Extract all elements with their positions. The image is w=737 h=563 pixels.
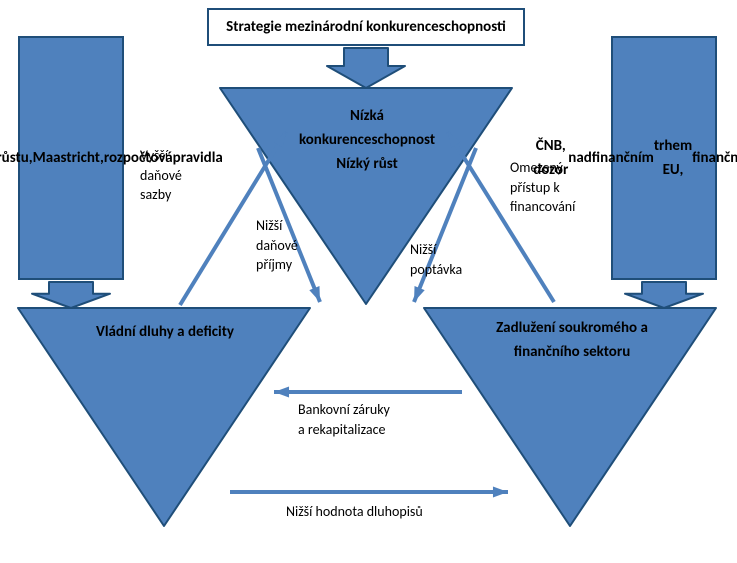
annotation-5: Nižší hodnota dluhopisů bbox=[286, 502, 486, 522]
annotation-1: Nižšídaňovépříjmy bbox=[256, 216, 326, 275]
right-policy-box: ČNB, dozornadfinančnímtrhem EU,finančnír… bbox=[611, 36, 717, 280]
top-triangle-label: NízkákonkurenceschopnostNízký růst bbox=[272, 104, 462, 176]
top-strategy-label: Strategie mezinárodní konkurenceschopnos… bbox=[226, 15, 506, 39]
annotation-2: Nižšípoptávka bbox=[410, 240, 490, 279]
left-triangle-label: Vládní dluhy a deficity bbox=[50, 320, 280, 344]
left-policy-box: Paktstability arůstu,Maastricht,rozpočto… bbox=[18, 36, 124, 280]
annotation-3: Omezenýpřístup kfinancování bbox=[510, 158, 610, 217]
annotation-0: Vyššídaňovésazby bbox=[140, 146, 210, 205]
annotation-4: Bankovní zárukya rekapitalizace bbox=[298, 400, 468, 439]
top-strategy-box: Strategie mezinárodní konkurenceschopnos… bbox=[207, 8, 525, 46]
right-triangle-label: Zadlužení soukromého afinančního sektoru bbox=[452, 316, 692, 364]
